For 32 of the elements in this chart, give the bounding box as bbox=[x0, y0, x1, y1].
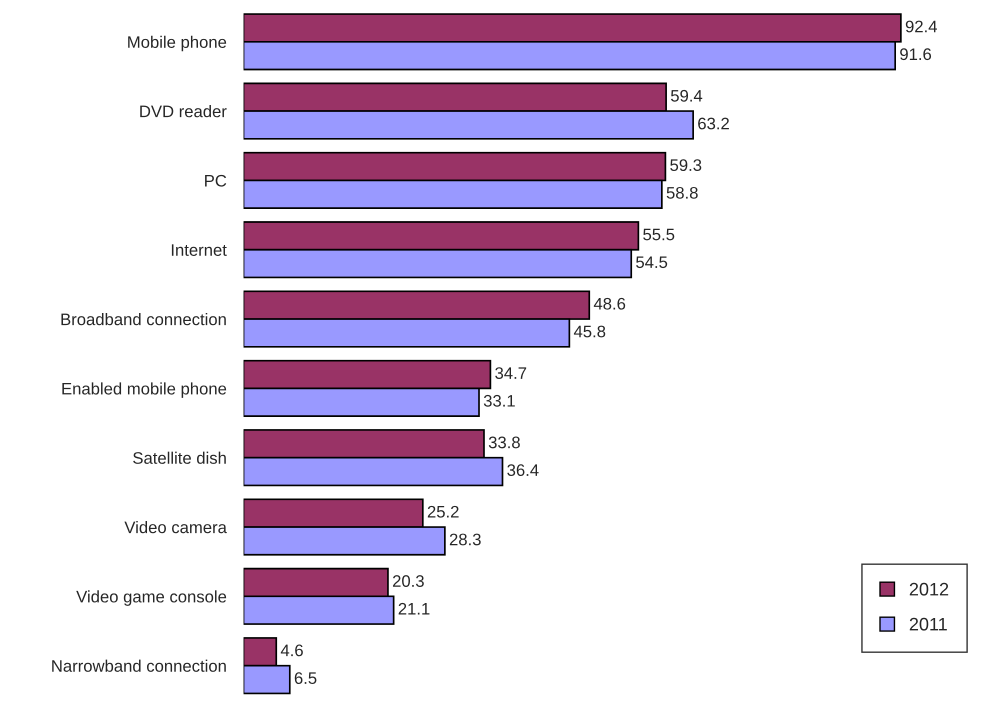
legend-label: 2012 bbox=[910, 582, 948, 596]
data-label: 25.2 bbox=[428, 506, 459, 518]
data-label: 92.4 bbox=[906, 20, 937, 32]
y-tick-label: Video camera bbox=[124, 520, 227, 534]
data-label: 33.8 bbox=[488, 436, 520, 448]
data-label: 21.1 bbox=[398, 602, 430, 615]
y-tick-label: Broadband connection bbox=[61, 313, 226, 326]
data-label: 20.3 bbox=[392, 575, 424, 587]
data-label: 55.5 bbox=[643, 228, 674, 240]
data-label: 4.6 bbox=[280, 644, 303, 656]
data-label: 91.6 bbox=[900, 48, 932, 60]
y-tick-label: Satellite dish bbox=[133, 452, 226, 464]
y-tick-label: Internet bbox=[172, 244, 227, 256]
data-label: 48.6 bbox=[594, 298, 626, 310]
data-label: 33.1 bbox=[484, 394, 515, 407]
data-label: 45.8 bbox=[574, 326, 606, 338]
data-label: 54.5 bbox=[636, 256, 668, 268]
data-label: 36.4 bbox=[507, 464, 539, 476]
data-label: 34.7 bbox=[495, 367, 526, 379]
y-tick-label: Enabled mobile phone bbox=[62, 382, 226, 398]
data-label: 58.8 bbox=[666, 186, 698, 199]
data-label: 28.3 bbox=[450, 534, 481, 546]
data-label: 63.2 bbox=[698, 118, 729, 130]
y-tick-label: Video game console bbox=[76, 590, 226, 606]
legend-label: 2011 bbox=[910, 618, 947, 631]
y-tick-label: Narrowband connection bbox=[52, 660, 226, 672]
data-label: 59.3 bbox=[670, 159, 702, 172]
y-tick-label: DVD reader bbox=[140, 105, 227, 118]
y-tick-label: PC bbox=[205, 174, 226, 187]
data-label: 59.4 bbox=[670, 90, 702, 102]
data-label: 6.5 bbox=[294, 672, 316, 684]
y-tick-label: Mobile phone bbox=[128, 36, 226, 52]
